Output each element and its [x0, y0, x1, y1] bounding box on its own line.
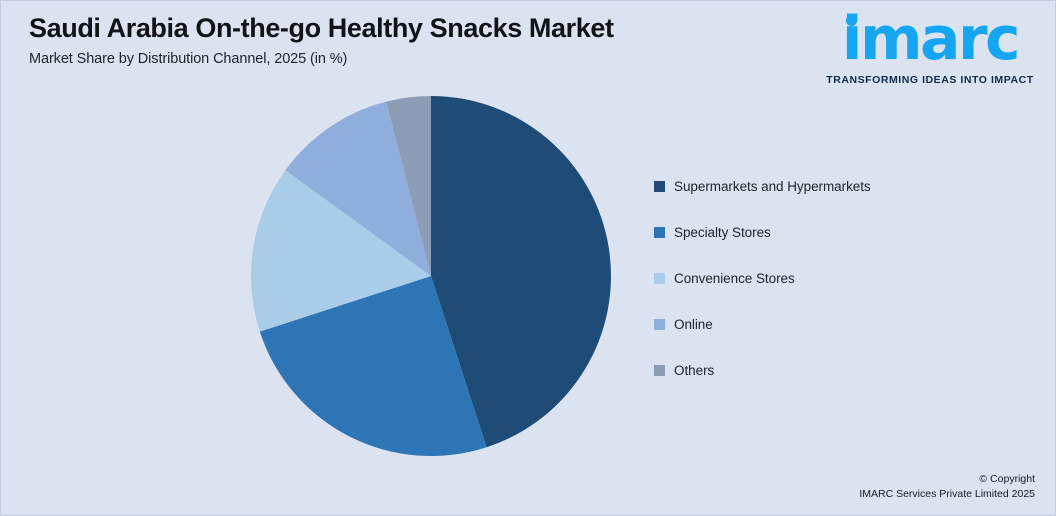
legend-item[interactable]: Supermarkets and Hypermarkets	[654, 177, 871, 196]
legend-item-label: Supermarkets and Hypermarkets	[674, 179, 871, 194]
legend-item-label: Convenience Stores	[674, 271, 795, 286]
logo-dot-icon	[846, 15, 857, 26]
copyright-line-2: IMARC Services Private Limited 2025	[859, 488, 1035, 501]
legend-item[interactable]: Others	[654, 361, 871, 380]
legend-item[interactable]: Specialty Stores	[654, 223, 871, 242]
pie-slice[interactable]	[251, 170, 431, 332]
pie-slice[interactable]	[431, 96, 611, 448]
pie-slice[interactable]	[285, 101, 431, 276]
copyright-line-1: © Copyright	[979, 472, 1035, 485]
copyright-footer: © Copyright IMARC Services Private Limit…	[859, 472, 1035, 504]
pie-chart-svg	[251, 96, 611, 456]
logo-tagline: TRANSFORMING IDEAS INTO IMPACT	[826, 74, 1034, 86]
legend-swatch-icon	[654, 319, 665, 330]
logo-wordmark-text: imarc	[841, 4, 1021, 74]
legend-item[interactable]: Convenience Stores	[654, 269, 871, 288]
legend-swatch-icon	[654, 365, 665, 376]
page-title: Saudi Arabia On-the-go Healthy Snacks Ma…	[29, 13, 614, 43]
legend-swatch-icon	[654, 273, 665, 284]
chart-header: Saudi Arabia On-the-go Healthy Snacks Ma…	[29, 13, 749, 67]
legend-swatch-icon	[654, 181, 665, 192]
legend-item-label: Specialty Stores	[674, 225, 771, 240]
pie-slice[interactable]	[386, 96, 431, 276]
pie-chart	[251, 96, 611, 456]
logo-wordmark: imarc	[823, 9, 1037, 73]
imarc-logo: imarc TRANSFORMING IDEAS INTO IMPACT	[823, 9, 1037, 86]
pie-slice[interactable]	[259, 276, 487, 456]
legend-item-label: Online	[674, 317, 713, 332]
legend-swatch-icon	[654, 227, 665, 238]
legend-item-label: Others	[674, 363, 715, 378]
chart-legend: Supermarkets and Hypermarkets Specialty S…	[654, 177, 871, 407]
chart-subtitle: Market Share by Distribution Channel, 20…	[29, 51, 348, 68]
legend-item[interactable]: Online	[654, 315, 871, 334]
